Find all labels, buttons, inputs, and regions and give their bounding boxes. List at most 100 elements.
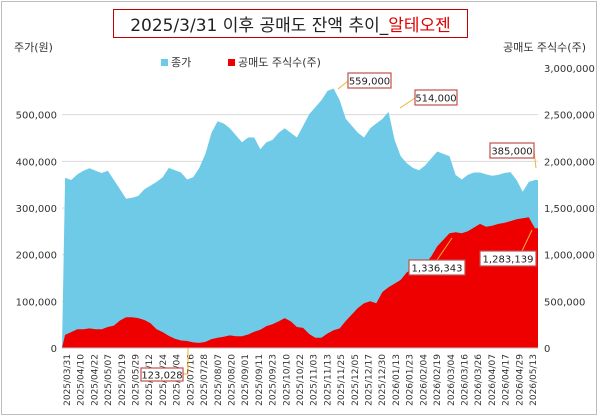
x-tick-label: 2025/05/07 <box>104 354 114 406</box>
x-tick: 2025/07/16 <box>186 354 196 406</box>
x-tick-label: 2026/02/04 <box>419 354 429 406</box>
annotation-callout: 1,336,343 <box>408 237 466 276</box>
x-tick-label: 2025/12/17 <box>365 354 375 406</box>
chart-title: 2025/3/31 이후 공매도 잔액 추이_ 알테오젠 <box>113 9 468 38</box>
x-tick-label: 2025/05/19 <box>118 354 128 406</box>
right-tick-label: 2,500,000 <box>544 111 595 122</box>
x-tick: 2026/04/29 <box>515 354 525 406</box>
left-tick-label: 0 <box>51 344 57 355</box>
annotation-callout: 514,000 <box>399 89 458 109</box>
x-tick-label: 2025/12/30 <box>378 354 388 406</box>
x-tick-label: 2025/08/20 <box>228 354 238 406</box>
x-tick-label: 2025/11/03 <box>310 354 320 406</box>
x-tick: 2025/04/22 <box>90 354 100 406</box>
annotation-box <box>140 367 184 382</box>
x-tick-label: 2025/07/16 <box>186 354 196 406</box>
x-tick: 2025/12/30 <box>378 354 388 406</box>
x-tick-label: 2025/09/23 <box>269 354 279 406</box>
annotation-leader <box>399 97 416 109</box>
legend-swatch-price <box>161 59 168 66</box>
x-tick: 2025/04/10 <box>77 354 87 406</box>
right-tick-label: 1,000,000 <box>544 251 595 262</box>
x-tick: 2025/12/05 <box>351 354 361 406</box>
annotation-box <box>408 259 466 276</box>
x-tick-label: 2025/10/10 <box>282 354 292 406</box>
annotation-label: 123,028 <box>141 371 182 382</box>
annotation-leader <box>436 237 453 261</box>
x-tick-label: 2026/01/13 <box>392 354 402 406</box>
x-tick-label: 2026/03/16 <box>461 354 471 406</box>
legend-label-price: 종가 <box>171 56 191 69</box>
x-tick: 2025/07/28 <box>200 354 210 406</box>
title-accent: 알테오젠 <box>388 16 451 36</box>
x-tick: 2026/02/04 <box>419 354 429 406</box>
x-tick: 2026/02/19 <box>433 354 443 406</box>
x-tick: 2025/08/20 <box>228 354 238 406</box>
axes: 0 100,000 200,000 300,000 400,000 500,000 0 500… <box>14 41 595 406</box>
right-tick-label: 1,500,000 <box>544 204 595 215</box>
x-tick: 2025/11/25 <box>337 354 347 406</box>
annotation-box <box>479 250 537 267</box>
x-tick: 2025/09/23 <box>269 354 279 406</box>
x-tick-label: 2026/01/23 <box>406 354 416 406</box>
x-tick: 2026/04/07 <box>488 354 498 406</box>
x-tick-label: 2025/10/22 <box>296 354 306 406</box>
left-tick-label: 200,000 <box>16 251 57 262</box>
x-tick-label: 2025/07/28 <box>200 354 210 406</box>
series-area-short-shares <box>62 217 538 348</box>
annotation-leader <box>521 229 533 252</box>
x-tick-label: 2025/11/13 <box>323 354 333 406</box>
left-tick-label: 400,000 <box>16 157 57 168</box>
x-tick-label: 2026/02/19 <box>433 354 443 406</box>
x-tick: 2026/03/16 <box>461 354 471 406</box>
x-tick-label: 2025/09/01 <box>241 354 251 406</box>
right-axis-label: 공매도 주식수(주) <box>503 41 586 54</box>
title-main: 2025/3/31 이후 공매도 잔액 추이_ <box>130 16 389 36</box>
left-tick-label: 300,000 <box>16 204 57 215</box>
annotation-box <box>347 72 392 89</box>
legend-label-short: 공매도 주식수(주) <box>238 56 321 69</box>
annotation-box <box>489 142 535 159</box>
x-tick: 2026/04/17 <box>502 354 512 406</box>
annotation-callout: 559,000 <box>337 72 392 90</box>
x-tick: 2025/05/19 <box>118 354 128 406</box>
x-tick: 2025/09/01 <box>241 354 251 406</box>
annotation-label: 1,336,343 <box>412 264 463 275</box>
x-tick: 2026/03/26 <box>474 354 484 406</box>
x-tick-label: 2026/03/26 <box>474 354 484 406</box>
x-tick: 2026/01/13 <box>392 354 402 406</box>
annotation-label: 559,000 <box>349 77 390 88</box>
x-tick: 2025/09/11 <box>255 354 265 406</box>
legend: 종가 공매도 주식수(주) <box>161 56 321 69</box>
x-tick: 2026/05/13 <box>529 354 539 406</box>
x-tick: 2025/12/17 <box>365 354 375 406</box>
x-tick-label: 2026/04/17 <box>502 354 512 406</box>
x-tick-label: 2026/03/04 <box>447 354 457 406</box>
x-tick-label: 2026/05/13 <box>529 354 539 406</box>
right-tick-label: 2,000,000 <box>544 157 595 168</box>
x-tick-label: 2025/08/07 <box>214 354 224 406</box>
x-tick-label: 2026/04/29 <box>515 354 525 406</box>
x-tick: 2025/05/29 <box>132 354 142 406</box>
left-tick-label: 100,000 <box>16 297 57 308</box>
annotation-label: 514,000 <box>415 94 456 105</box>
annotation-callout: 1,283,139 <box>479 229 537 267</box>
x-tick: 2025/10/10 <box>282 354 292 406</box>
x-tick-label: 2025/11/25 <box>337 354 347 406</box>
annotation-callout: 385,000 <box>489 142 537 169</box>
right-tick-label: 3,000,000 <box>544 64 595 75</box>
x-tick: 2025/05/07 <box>104 354 114 406</box>
x-tick: 2025/08/07 <box>214 354 224 406</box>
x-tick: 2026/03/04 <box>447 354 457 406</box>
legend-swatch-short <box>228 59 235 66</box>
x-tick-label: 2026/04/07 <box>488 354 498 406</box>
x-tick-label: 2025/05/29 <box>132 354 142 406</box>
annotation-label: 1,283,139 <box>483 255 534 266</box>
right-tick-label: 500,000 <box>544 297 585 308</box>
x-tick-label: 2025/04/22 <box>90 354 100 406</box>
right-tick-label: 0 <box>544 344 550 355</box>
left-axis-label: 주가(원) <box>14 41 53 54</box>
annotation-label: 385,000 <box>491 147 532 158</box>
